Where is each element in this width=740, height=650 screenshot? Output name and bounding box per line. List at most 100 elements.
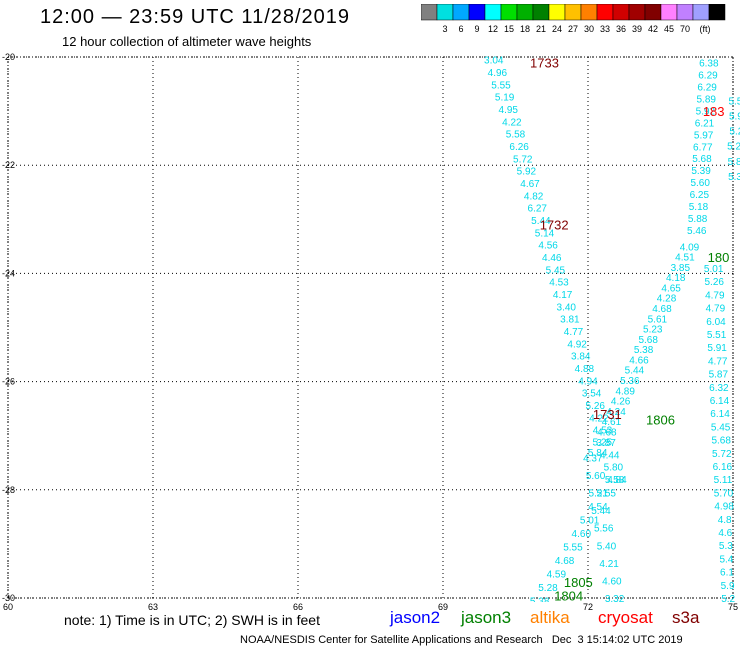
wave-height-value: 5.9 (729, 111, 740, 122)
wave-height-value: 5.38 (530, 597, 550, 608)
wave-height-value: 4.6 (718, 528, 732, 539)
wave-height-value: 6.25 (690, 190, 710, 201)
wave-height-value: 5.56 (594, 524, 614, 535)
wave-height-value: 3.85 (671, 263, 691, 274)
wave-height-value: 4.65 (661, 283, 681, 294)
wave-height-value: 3.81 (560, 315, 580, 326)
wave-height-value: 5.46 (687, 226, 707, 237)
wave-height-value: 5.92 (696, 106, 716, 117)
wave-height-value: 5.4 (719, 554, 733, 565)
wave-height-value: 5.51 (707, 330, 727, 341)
wave-height-value: 4.53 (549, 278, 569, 289)
wave-height-value: 5.26 (586, 401, 606, 412)
x-tick-label: 66 (293, 602, 303, 612)
track-values: 3.044.965.555.194.954.225.586.265.725.92… (484, 55, 740, 608)
wave-height-value: 4.82 (524, 191, 544, 202)
wave-height-value: 5.97 (694, 130, 714, 141)
pass-time-label: 1804 (554, 588, 583, 603)
wave-height-value: 4.79 (706, 304, 726, 315)
wave-height-value: 4.60 (572, 529, 592, 540)
wave-height-value: 5.55 (563, 543, 583, 554)
wave-height-value: 6.77 (693, 142, 713, 153)
wave-height-value: 3.84 (571, 352, 591, 363)
wave-height-value: 4.96 (488, 68, 508, 79)
wave-height-value: 4.59 (547, 570, 567, 581)
wave-height-value: 4.26 (611, 397, 631, 408)
wave-height-value: 4.66 (629, 355, 649, 366)
wave-height-map: 60 63 66 69 72 75-20-22-24-26-28-303.044.965.… (2, 52, 740, 612)
wave-height-value: 4.44 (600, 450, 620, 461)
wave-height-value: 4.37 (583, 453, 603, 464)
wave-height-value: 5.44 (625, 366, 645, 377)
wave-height-value: 5.3 (719, 541, 733, 552)
pass-time-label: 183 (703, 104, 725, 119)
wave-height-value: 6.38 (699, 58, 719, 69)
wave-height-value: 4.51 (675, 253, 695, 264)
wave-height-value: 5.38 (634, 345, 654, 356)
wave-height-value: 5.84 (588, 448, 608, 459)
wave-height-value: 6.21 (695, 118, 715, 129)
wave-height-value: 5.80 (604, 463, 624, 474)
wave-height-value: 5.68 (638, 335, 658, 346)
color-legend: 3 6 9 12 15 18 21 24 27 30 33 36 39 42 45 70 (ft) (421, 4, 726, 34)
wave-height-value: 6.29 (697, 82, 717, 93)
wave-height-value: 5.55 (491, 80, 511, 91)
wave-height-value: 4.88 (575, 364, 595, 375)
wave-height-value: 5.44 (531, 216, 551, 227)
legend-label: 70 (680, 24, 690, 34)
wave-height-value: 3.32 (605, 594, 625, 605)
x-tick-label: 75 (728, 602, 738, 612)
wave-height-value: 4.68 (597, 427, 617, 438)
y-tick-label: -28 (2, 485, 15, 495)
legend-label: 42 (648, 24, 658, 34)
wave-height-value: 5.89 (697, 94, 717, 105)
wave-height-value: 5.21 (589, 489, 609, 500)
wave-height-value: 4.84 (607, 475, 627, 486)
wave-height-value: 3.54 (582, 389, 602, 400)
wave-height-value: 4.18 (666, 273, 686, 284)
wave-height-value: 5.58 (605, 475, 625, 486)
wave-height-value: 5.44 (591, 506, 611, 517)
legend-label: 3 (442, 24, 447, 34)
legend-label: 27 (568, 24, 578, 34)
satellite-label-jason3: jason3 (461, 608, 512, 627)
legend-label: 21 (536, 24, 546, 34)
wave-height-value: 5.23 (643, 325, 663, 336)
wave-height-value: 6.26 (509, 142, 529, 153)
chart-subtitle: 12 hour collection of altimeter wave hei… (62, 34, 312, 49)
legend-label: 9 (474, 24, 479, 34)
x-tick-label: 69 (438, 602, 448, 612)
wave-height-value: 4.22 (589, 413, 609, 424)
legend-swatch (708, 4, 726, 21)
legend-label: 33 (600, 24, 610, 34)
wave-height-value: 6.14 (710, 396, 730, 407)
satellite-label-jason2: jason2 (390, 608, 441, 627)
wave-height-value: 5.72 (712, 449, 732, 460)
pass-time-label: 180 (708, 250, 730, 265)
wave-height-value: 4.89 (615, 386, 635, 397)
wave-height-value: 4.54 (588, 502, 608, 513)
y-tick-label: -24 (2, 268, 15, 278)
wave-height-value: 5.2 (729, 127, 740, 138)
wave-height-value: 6.16 (713, 462, 733, 473)
footer-note: note: 1) Time is in UTC; 2) SWH is in fe… (64, 612, 320, 628)
legend-label: 6 (458, 24, 463, 34)
wave-height-value: 4.68 (652, 304, 672, 315)
y-tick-label: -26 (2, 377, 15, 387)
x-tick-label: 63 (148, 602, 158, 612)
wave-height-value: 4.67 (520, 179, 540, 190)
legend-label: 12 (488, 24, 498, 34)
wave-height-value: 5.58 (506, 130, 526, 141)
wave-height-value: 4.77 (708, 356, 728, 367)
wave-height-value: 5.40 (597, 541, 617, 552)
wave-height-value: 4.60 (602, 576, 622, 587)
wave-height-value: 5.25 (593, 438, 613, 449)
legend-label: 15 (504, 24, 514, 34)
wave-height-value: 5.19 (495, 93, 515, 104)
wave-height-value: 4.17 (553, 290, 573, 301)
pass-time-label: 1733 (530, 55, 559, 70)
wave-height-value: 5.01 (580, 516, 600, 527)
wave-height-value: 5.72 (513, 154, 533, 165)
satellite-label-altika: altika (530, 608, 570, 627)
pass-time-label: 1806 (646, 412, 675, 427)
